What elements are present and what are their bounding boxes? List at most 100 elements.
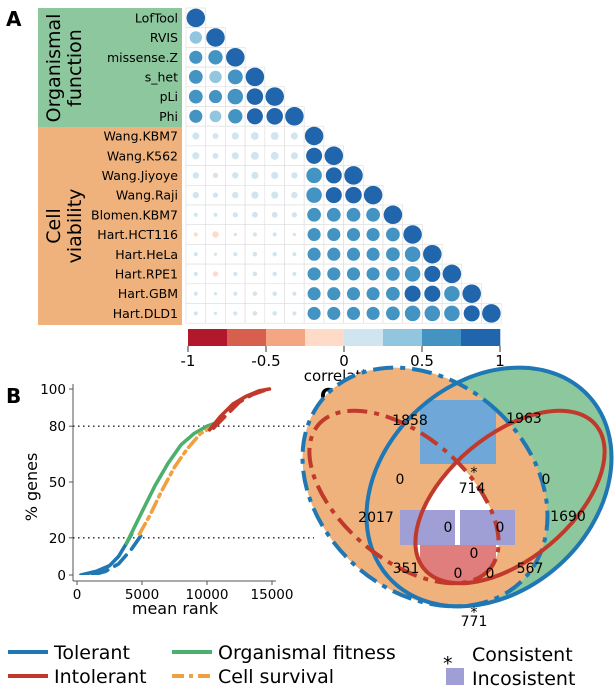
- y-axis-label: % genes: [22, 453, 41, 522]
- y-tick-label: 20: [49, 531, 66, 547]
- colorbar-bin: [227, 329, 267, 346]
- correlation-dot: [366, 247, 380, 261]
- correlation-dot: [404, 266, 421, 282]
- legend-tolerant: Tolerant: [53, 642, 130, 664]
- organismal-group-band: [38, 8, 182, 127]
- venn-inconsistent-right: [460, 510, 515, 545]
- correlation-dot: [188, 89, 203, 104]
- correlation-dot: [270, 132, 279, 140]
- colorbar-tick: 0.5: [410, 352, 434, 370]
- correlation-dot: [251, 211, 258, 218]
- correlation-dot: [186, 8, 206, 28]
- venn-count: 0: [454, 566, 463, 582]
- correlation-dot: [192, 132, 200, 140]
- correlation-dot: [325, 167, 342, 184]
- correlation-dot: [307, 227, 321, 242]
- heatmap-row-label: Wang.Raji: [116, 188, 178, 203]
- venn-count: 0: [486, 566, 495, 582]
- colorbar-tick: 1: [495, 352, 505, 370]
- correlation-dot: [291, 172, 298, 179]
- correlation-dot: [271, 191, 279, 199]
- correlation-dot: [193, 291, 198, 296]
- venn-outline-cell-intolerant: [413, 408, 607, 586]
- x-tick-label: 15000: [251, 587, 294, 603]
- correlation-dot: [213, 252, 218, 256]
- venn-count: 1963: [506, 411, 542, 427]
- heatmap-row-label: Blomen.KBM7: [91, 207, 178, 222]
- correlation-dot: [272, 291, 277, 296]
- correlation-dot: [326, 207, 341, 222]
- correlation-dot: [208, 90, 223, 104]
- correlation-dot: [270, 151, 279, 160]
- y-tick-label: 0: [57, 568, 66, 584]
- correlation-dot: [346, 287, 361, 301]
- heatmap-row-label: pLi: [160, 89, 178, 104]
- correlation-dot: [252, 232, 257, 237]
- correlation-dot: [193, 232, 198, 237]
- correlation-dot: [424, 305, 441, 322]
- correlation-dot: [346, 267, 361, 281]
- correlation-dot: [192, 172, 200, 179]
- correlation-dot: [307, 247, 321, 261]
- correlation-dot: [327, 227, 341, 242]
- organismal-label-line1: Organismal: [43, 14, 65, 123]
- colorbar-bin: [422, 329, 462, 346]
- venn-count: 0: [444, 520, 453, 536]
- correlation-dot: [232, 212, 238, 218]
- correlation-dot: [233, 311, 238, 316]
- correlation-dot: [292, 311, 297, 316]
- correlation-dot: [233, 252, 238, 257]
- panel-letter-b: B: [6, 384, 21, 408]
- correlation-dot: [266, 108, 283, 125]
- correlation-dot: [212, 271, 219, 277]
- correlation-dot: [226, 48, 245, 67]
- heatmap-grid: [185, 7, 502, 324]
- venn-count: 351: [393, 561, 420, 577]
- y-tick-label: 80: [49, 419, 66, 435]
- correlation-dot: [265, 87, 284, 106]
- correlation-dot: [212, 152, 219, 159]
- correlation-dot: [386, 286, 400, 301]
- legend-swatch-inconsistent: [446, 668, 464, 685]
- correlation-dot: [366, 267, 380, 281]
- colorbar-bin: [266, 329, 306, 346]
- correlation-dot: [228, 109, 243, 124]
- correlation-dot: [250, 132, 259, 140]
- correlation-dot: [252, 311, 258, 316]
- correlation-dot: [206, 28, 225, 47]
- correlation-dot: [272, 311, 277, 316]
- correlation-dot: [232, 191, 239, 199]
- venn-diagram: 1858 1963 2017 1690 * 714 * 771 351 567 …: [300, 365, 614, 630]
- correlation-dot: [324, 146, 344, 166]
- cell-label-line1: Cell: [43, 208, 65, 244]
- venn-star: *: [471, 605, 478, 621]
- venn-count: 0: [496, 520, 505, 536]
- correlation-dot: [306, 187, 322, 203]
- heatmap-row-label: Wang.Jiyoye: [102, 168, 179, 183]
- correlation-dot: [424, 265, 441, 282]
- legend: Tolerant Intolerant Organismal fitness C…: [8, 642, 575, 690]
- correlation-dot: [290, 132, 298, 140]
- colorbar-bin: [383, 329, 423, 346]
- correlation-dot: [344, 166, 363, 185]
- legend-cell-survival: Cell survival: [218, 666, 334, 688]
- correlation-dot: [227, 88, 244, 105]
- correlation-dot: [271, 211, 278, 218]
- correlation-dot: [404, 285, 421, 302]
- correlation-dot: [327, 306, 341, 320]
- correlation-dot: [246, 108, 263, 125]
- colorbar-tick: -0.5: [251, 352, 280, 370]
- correlation-dot: [346, 207, 361, 222]
- venn-count: 0: [470, 546, 479, 562]
- x-tick-label: 5000: [125, 587, 159, 603]
- correlation-dot: [251, 191, 259, 199]
- colorbar: -1 -0.5 0 0.5 1 correlation: [181, 329, 505, 385]
- heatmap-row-label: Phi: [159, 109, 178, 124]
- venn-count: 2017: [358, 510, 394, 526]
- correlation-dot: [246, 88, 264, 105]
- correlation-dot: [463, 305, 480, 322]
- venn-outline-organismal-intolerant: [307, 408, 501, 586]
- correlation-dot: [327, 287, 341, 301]
- x-tick-label: 0: [73, 587, 82, 603]
- correlation-dot: [403, 225, 422, 244]
